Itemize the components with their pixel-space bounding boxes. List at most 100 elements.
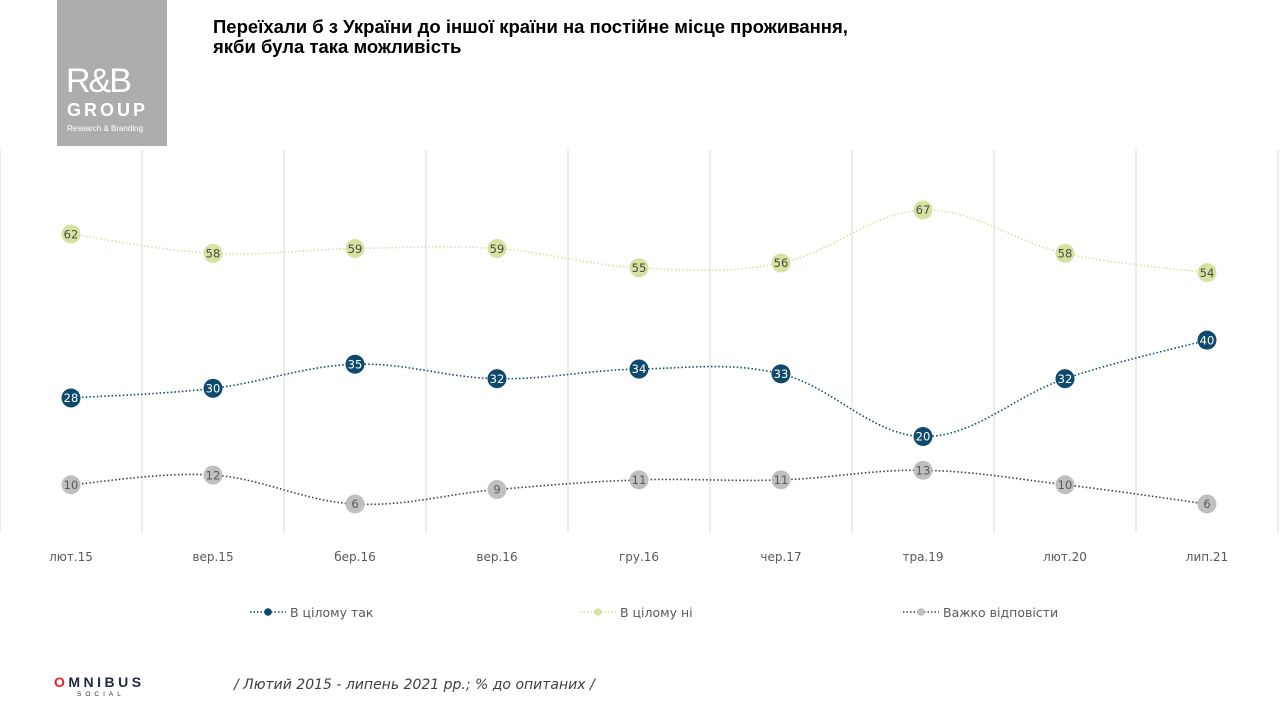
- data-point-yes: 28: [61, 388, 81, 408]
- data-marker-no: [487, 239, 507, 259]
- data-point-hard-to-say: 10: [61, 475, 81, 495]
- logo-subtitle: Research & Branding: [67, 124, 144, 133]
- data-label-hard-to-say: 13: [916, 463, 931, 477]
- data-label-no: 56: [774, 256, 789, 270]
- data-marker-hard-to-say: [913, 460, 933, 480]
- data-marker-yes: [487, 369, 507, 389]
- x-tick-label: лют.15: [49, 550, 93, 564]
- data-point-no: 55: [629, 258, 649, 278]
- omnibus-logo-sub: SOCIAL: [77, 691, 125, 698]
- data-label-yes: 35: [348, 357, 363, 371]
- logo-mark: R&B: [66, 62, 132, 100]
- legend-label-yes: В цілому так: [290, 604, 374, 620]
- data-marker-no: [1197, 263, 1217, 283]
- data-marker-yes: [61, 388, 81, 408]
- chart-title-line-2: якби була така можливість: [213, 36, 462, 57]
- data-points: 28 30 35 32 34 33 20 32 40 62 58 59 59 55 56 67 58 54 10 12…: [61, 200, 1217, 514]
- legend-label-no: В цілому ні: [620, 604, 693, 620]
- x-tick-label: лют.20: [1043, 550, 1087, 564]
- x-tick-label: вер.15: [192, 550, 233, 564]
- data-point-yes: 32: [1055, 369, 1075, 389]
- data-point-yes: 20: [913, 427, 933, 447]
- data-marker-hard-to-say: [345, 494, 365, 514]
- omnibus-logo-text: MNIBUS: [68, 674, 145, 690]
- data-label-yes: 32: [490, 372, 505, 386]
- data-label-yes: 40: [1200, 333, 1215, 347]
- data-marker-no: [61, 224, 81, 244]
- data-point-yes: 30: [203, 378, 223, 398]
- data-label-yes: 33: [774, 367, 789, 381]
- data-marker-yes: [1197, 330, 1217, 350]
- data-point-hard-to-say: 6: [345, 494, 365, 514]
- data-label-hard-to-say: 11: [632, 473, 647, 487]
- data-marker-no: [203, 243, 223, 263]
- data-point-no: 59: [487, 239, 507, 259]
- data-point-no: 54: [1197, 263, 1217, 283]
- data-label-hard-to-say: 9: [493, 483, 500, 497]
- chart-title-line-1: Переїхали б з України до іншої країни на…: [213, 16, 848, 37]
- data-marker-yes: [629, 359, 649, 379]
- legend-marker-hard-to-say-icon: [903, 608, 939, 616]
- legend-item-hard-to-say: Важко відповісти: [903, 603, 1058, 621]
- legend-label-hard-to-say: Важко відповісти: [943, 604, 1059, 620]
- data-point-hard-to-say: 10: [1055, 475, 1075, 495]
- data-label-no: 59: [348, 242, 363, 256]
- x-tick-label: лип.21: [1186, 550, 1228, 564]
- data-label-yes: 20: [916, 430, 931, 444]
- data-marker-hard-to-say: [771, 470, 791, 490]
- data-label-hard-to-say: 6: [351, 497, 358, 511]
- data-label-hard-to-say: 11: [774, 473, 789, 487]
- data-marker-yes: [203, 378, 223, 398]
- legend-item-no: В цілому ні: [580, 603, 693, 621]
- data-label-hard-to-say: 10: [64, 478, 79, 492]
- data-point-hard-to-say: 11: [771, 470, 791, 490]
- data-marker-hard-to-say: [487, 480, 507, 500]
- data-marker-yes: [913, 427, 933, 447]
- data-point-yes: 32: [487, 369, 507, 389]
- data-point-no: 62: [61, 224, 81, 244]
- data-label-no: 58: [1058, 247, 1073, 261]
- data-label-no: 59: [490, 242, 505, 256]
- legend-marker-yes-icon: [250, 608, 286, 616]
- omnibus-logo-o: O: [54, 674, 69, 690]
- data-point-yes: 40: [1197, 330, 1217, 350]
- data-point-no: 58: [203, 243, 223, 263]
- x-tick-label: бер.16: [334, 550, 375, 564]
- data-marker-yes: [771, 364, 791, 384]
- data-point-no: 58: [1055, 243, 1075, 263]
- data-marker-no: [629, 258, 649, 278]
- data-marker-hard-to-say: [61, 475, 81, 495]
- data-point-no: 56: [771, 253, 791, 273]
- data-point-hard-to-say: 6: [1197, 494, 1217, 514]
- legend-item-yes: В цілому так: [250, 603, 373, 621]
- series-lines: [70, 209, 1208, 506]
- data-marker-no: [913, 200, 933, 220]
- data-marker-hard-to-say: [1197, 494, 1217, 514]
- data-label-no: 67: [916, 203, 931, 217]
- data-marker-yes: [1055, 369, 1075, 389]
- omnibus-social-logo: OMNIBUS SOCIAL: [54, 674, 174, 700]
- data-label-no: 58: [206, 247, 221, 261]
- x-tick-label: вер.16: [476, 550, 517, 564]
- data-point-hard-to-say: 9: [487, 480, 507, 500]
- logo-group-text: GROUP: [67, 100, 149, 120]
- line-chart: 28 30 35 32 34 33 20 32 40 62 58 59 59 55 56 67 58 54 10 12…: [0, 150, 1279, 564]
- data-point-hard-to-say: 11: [629, 470, 649, 490]
- data-point-hard-to-say: 13: [913, 460, 933, 480]
- data-label-no: 54: [1200, 266, 1215, 280]
- chart-title: Переїхали б з України до іншої країни на…: [213, 17, 1113, 57]
- data-label-no: 55: [632, 261, 647, 275]
- data-point-yes: 35: [345, 354, 365, 374]
- gridlines: [0, 150, 1279, 533]
- data-marker-no: [345, 239, 365, 259]
- data-label-hard-to-say: 12: [206, 468, 221, 482]
- x-tick-label: гру.16: [619, 550, 659, 564]
- data-label-hard-to-say: 6: [1203, 497, 1210, 511]
- data-label-yes: 30: [206, 382, 221, 396]
- data-label-yes: 34: [632, 362, 647, 376]
- data-marker-no: [1055, 243, 1075, 263]
- x-tick-label: чер.17: [760, 550, 801, 564]
- series-line-hard-to-say: [70, 469, 1208, 506]
- series-line-yes: [70, 339, 1208, 438]
- data-marker-hard-to-say: [203, 465, 223, 485]
